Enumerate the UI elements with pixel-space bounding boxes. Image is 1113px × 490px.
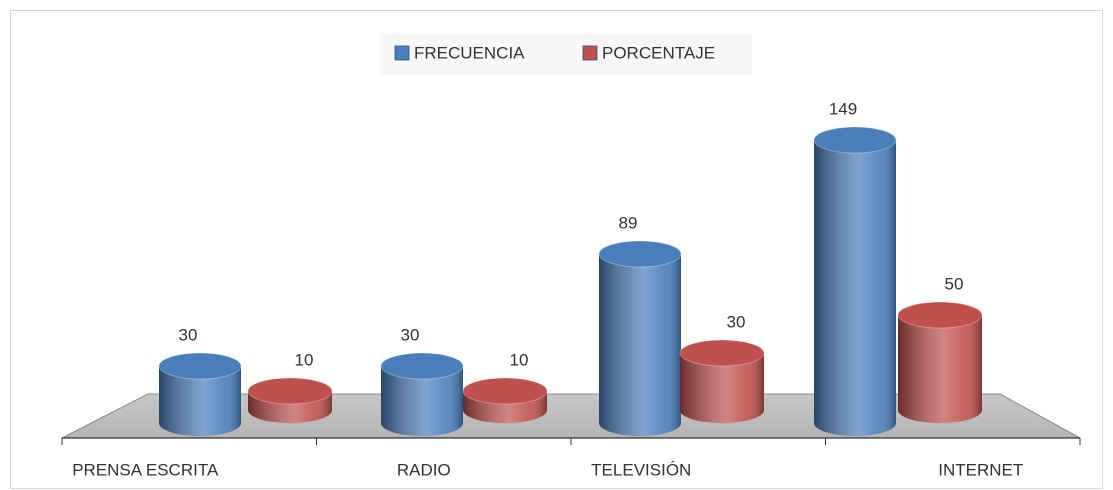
data-label: 89 (619, 213, 638, 232)
bar-shade (680, 353, 764, 423)
bar-top (813, 126, 897, 154)
data-label: 10 (295, 350, 314, 369)
bar-shade (898, 315, 982, 423)
bar-top (247, 377, 333, 405)
data-label: 30 (727, 313, 746, 332)
bar-top (679, 339, 765, 367)
bar-shade (159, 366, 241, 436)
bar-top (380, 352, 464, 380)
x-tick-label: PRENSA ESCRITA (72, 460, 219, 479)
legend-box (380, 33, 752, 75)
legend-swatch (582, 45, 598, 61)
bar-top (158, 352, 242, 380)
legend-label: PORCENTAJE (602, 43, 715, 62)
legend-swatch (394, 45, 410, 61)
data-label: 50 (945, 275, 964, 294)
bar-top (462, 377, 548, 405)
data-label: 149 (829, 99, 857, 118)
data-label: 30 (179, 326, 198, 345)
bar-shade (381, 366, 463, 436)
x-tick-label: INTERNET (938, 460, 1023, 479)
x-tick-label: TELEVISIÓN (591, 460, 691, 479)
x-tick-label: RADIO (397, 460, 451, 479)
bar-top (897, 301, 983, 329)
bar-shade (599, 253, 681, 436)
bar-top (598, 240, 682, 268)
bar-shade (814, 140, 896, 436)
data-label: 10 (510, 350, 529, 369)
data-label: 30 (401, 326, 420, 345)
legend-label: FRECUENCIA (414, 43, 525, 62)
